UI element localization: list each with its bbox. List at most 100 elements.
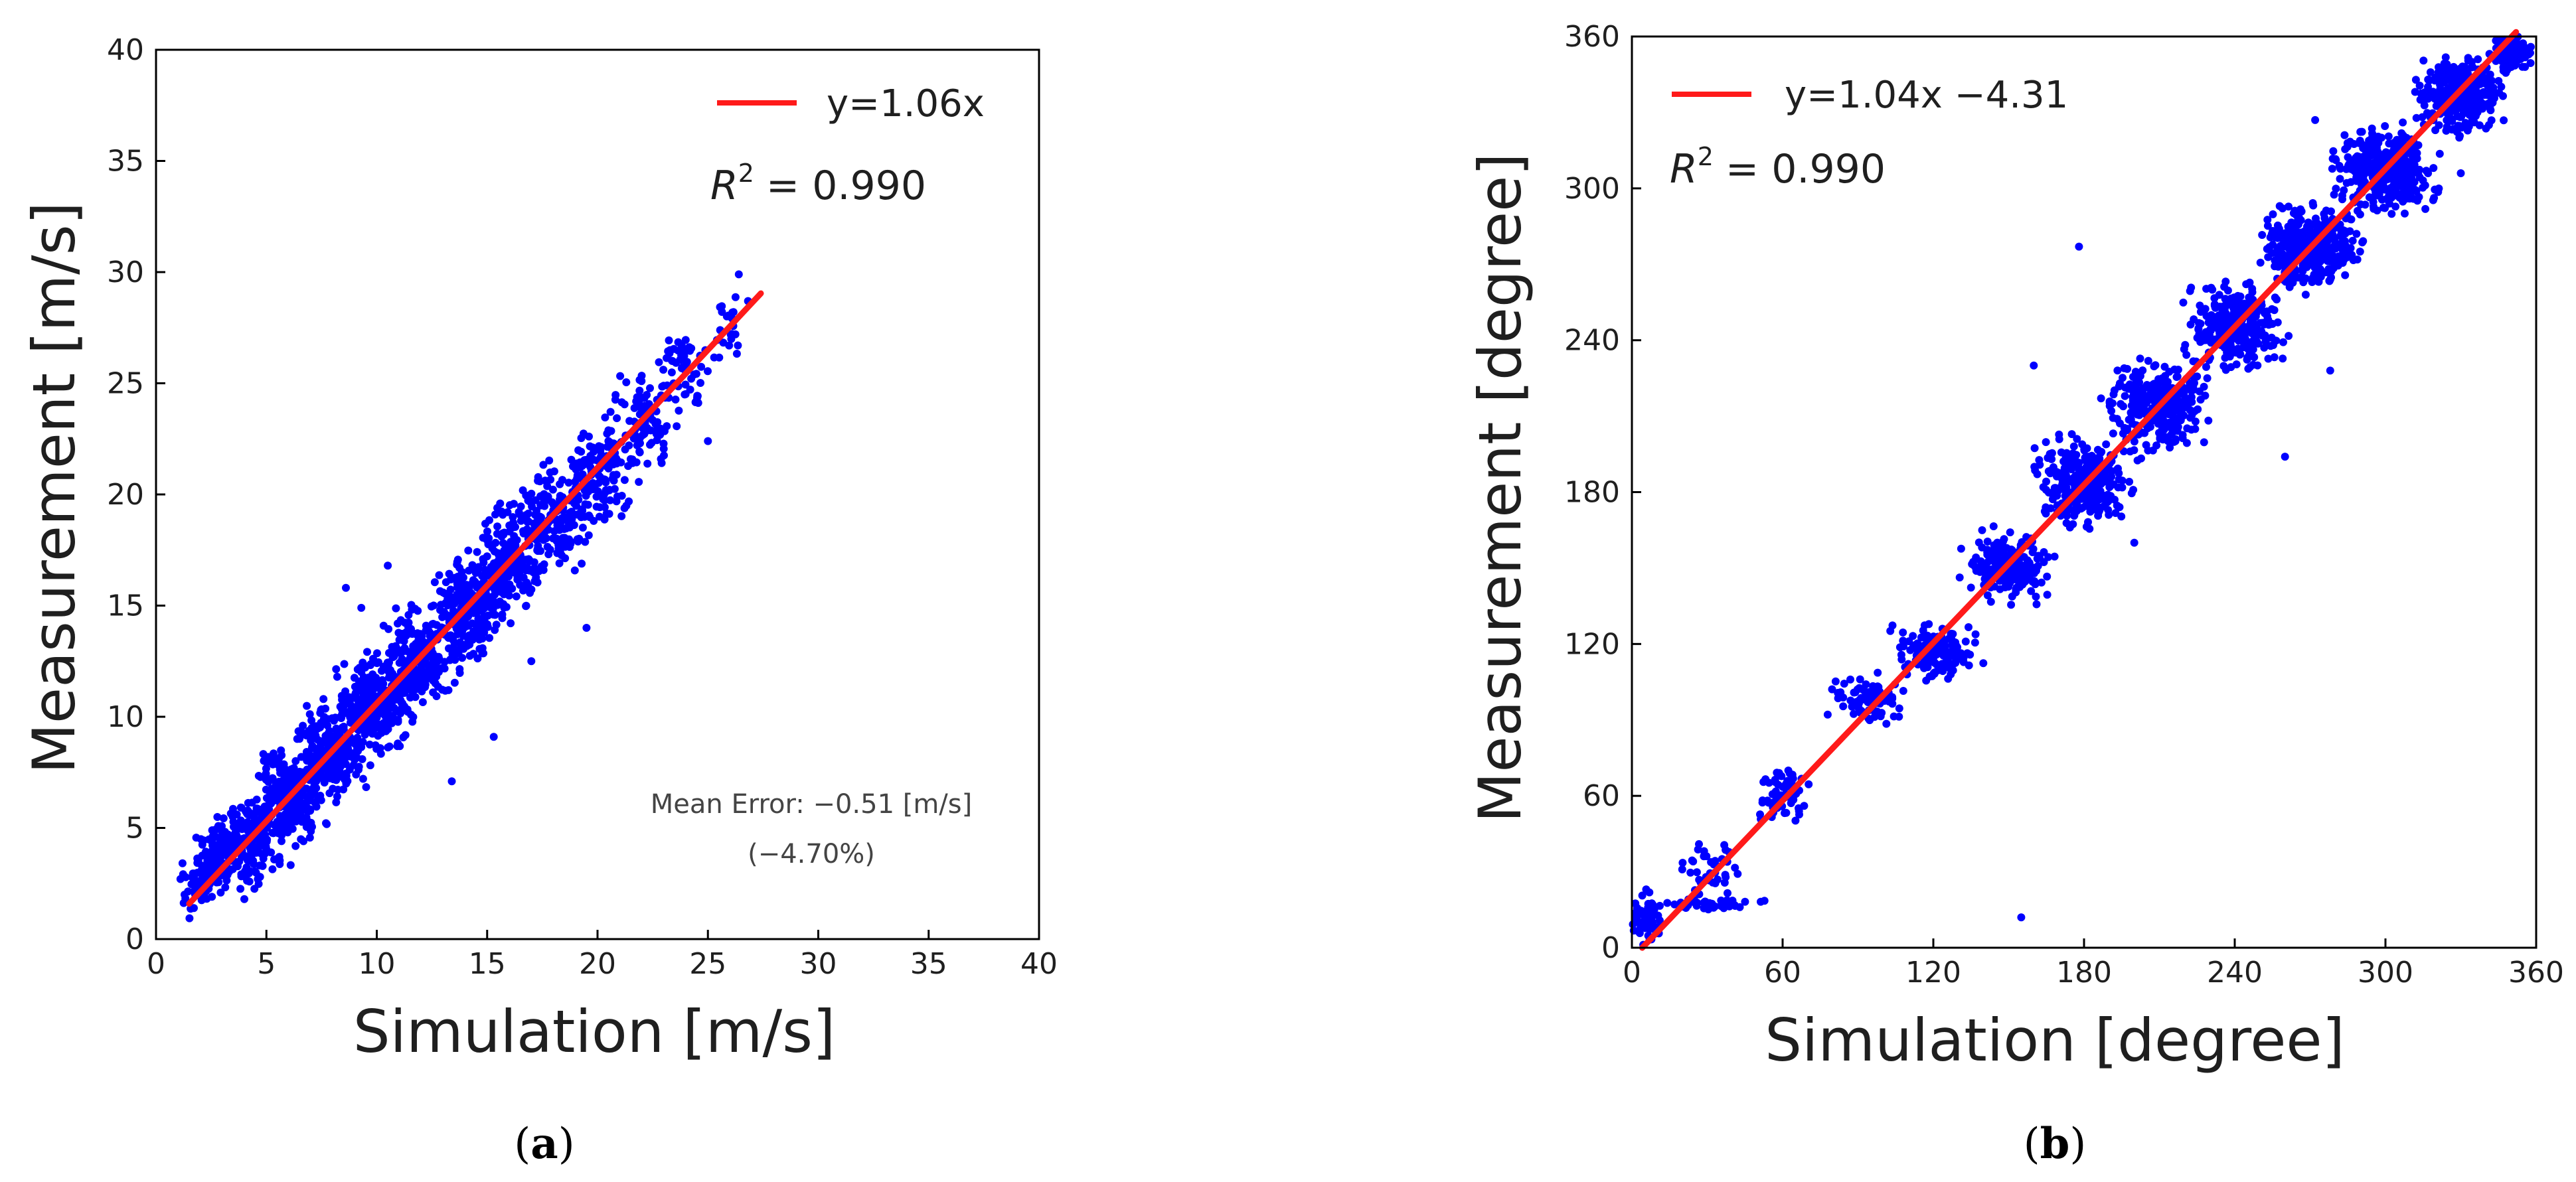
panel-a: Measurement [m/s] Simulation [m/s] 0 5 10 1… (20, 33, 1058, 1169)
scatter-point (366, 761, 374, 770)
scatter-point (519, 586, 527, 595)
scatter-point (259, 854, 268, 863)
scatter-point (675, 406, 683, 415)
scatter-point (369, 654, 377, 663)
scatter-point (489, 611, 498, 619)
scatter-point (2141, 396, 2150, 404)
scatter-point (407, 625, 415, 633)
scatter-point (1646, 915, 1654, 924)
scatter-point (1920, 663, 1929, 672)
scatter-point (302, 792, 311, 801)
scatter-point (595, 442, 604, 451)
scatter-point (477, 597, 485, 606)
scatter-point (581, 538, 590, 546)
scatter-point (617, 398, 626, 407)
scatter-point (1846, 696, 1855, 705)
scatter-point (2043, 572, 2052, 581)
scatter-point (2028, 548, 2037, 557)
x-tick-label: 300 (2358, 956, 2413, 990)
scatter-point (2120, 423, 2129, 432)
r2-symbol-a: R (710, 163, 738, 209)
scatter-point (404, 611, 413, 619)
scatter-point (667, 368, 676, 377)
scatter-point (2304, 219, 2312, 228)
scatter-point (250, 848, 258, 857)
scatter-point (1874, 683, 1883, 692)
scatter-point (2026, 567, 2035, 576)
scatter-point (2410, 161, 2419, 169)
scatter-point (481, 520, 489, 528)
scatter-point (2105, 397, 2114, 406)
scatter-point (2279, 354, 2287, 363)
scatter-point (1741, 897, 1749, 906)
scatter-point (2399, 162, 2407, 171)
scatter-point (1921, 657, 1929, 666)
scatter-point (370, 724, 379, 733)
scatter-point (655, 424, 663, 433)
scatter-point (589, 479, 597, 487)
x-tick-label: 30 (800, 947, 837, 981)
scatter-point (2249, 352, 2258, 361)
scatter-point (368, 670, 377, 679)
scatter-point (613, 414, 621, 423)
scatter-point (681, 380, 690, 389)
x-tick-label: 40 (1020, 947, 1058, 981)
scatter-point (437, 601, 445, 609)
scatter-point (1935, 666, 1944, 674)
scatter-point (2354, 162, 2363, 171)
scatter-point (2120, 364, 2129, 372)
scatter-point (270, 749, 278, 758)
scatter-point (507, 619, 515, 628)
scatter-point (2289, 209, 2298, 218)
scatter-point (2074, 495, 2083, 504)
scatter-point (2203, 374, 2212, 382)
mean-error-line1: Mean Error: −0.51 [m/s] (651, 789, 972, 820)
scatter-point (2105, 467, 2113, 475)
scatter-point (336, 702, 345, 711)
scatter-point (2085, 498, 2093, 507)
scatter-point (2270, 306, 2279, 315)
scatter-point (681, 390, 690, 398)
scatter-point (2190, 386, 2198, 394)
scatter-point (696, 379, 704, 387)
scatter-point (512, 592, 521, 601)
scatter-point (1957, 649, 1965, 658)
scatter-point (2033, 554, 2042, 563)
scatter-point (1638, 891, 1647, 900)
scatter-point (491, 626, 499, 634)
scatter-point (659, 445, 668, 453)
scatter-point (474, 607, 483, 616)
scatter-point (2042, 438, 2050, 447)
scatter-point (2118, 477, 2127, 485)
scatter-point (2419, 56, 2428, 65)
scatter-point (1678, 859, 1687, 867)
scatter-point (190, 873, 198, 881)
scatter-point (434, 682, 442, 691)
scatter-point (2259, 319, 2267, 327)
scatter-point (307, 827, 315, 836)
scatter-point (317, 705, 326, 713)
scatter-point (347, 738, 356, 747)
plot-frame-a (155, 48, 1040, 940)
scatter-point (2180, 345, 2188, 354)
scatter-point (402, 619, 410, 627)
scatter-point (2247, 327, 2256, 336)
scatter-point (332, 798, 341, 806)
scatter-point (1874, 668, 1882, 677)
scatter-point (2101, 497, 2110, 506)
scatter-point (2279, 338, 2287, 346)
scatter-point (2387, 210, 2396, 218)
scatter-point (384, 743, 392, 752)
scatter-point (2398, 189, 2406, 198)
scatter-point (2168, 423, 2177, 432)
scatter-point (573, 510, 582, 519)
scatter-point (428, 648, 437, 657)
y-tick-label: 35 (107, 145, 144, 179)
scatter-point (1647, 922, 1656, 930)
scatter-point (2356, 248, 2364, 256)
scatter-point (607, 427, 615, 435)
scatter-point (609, 471, 617, 479)
scatter-point (2033, 470, 2042, 479)
scatter-point (2040, 507, 2049, 516)
y-tick-label: 300 (1564, 172, 1620, 206)
